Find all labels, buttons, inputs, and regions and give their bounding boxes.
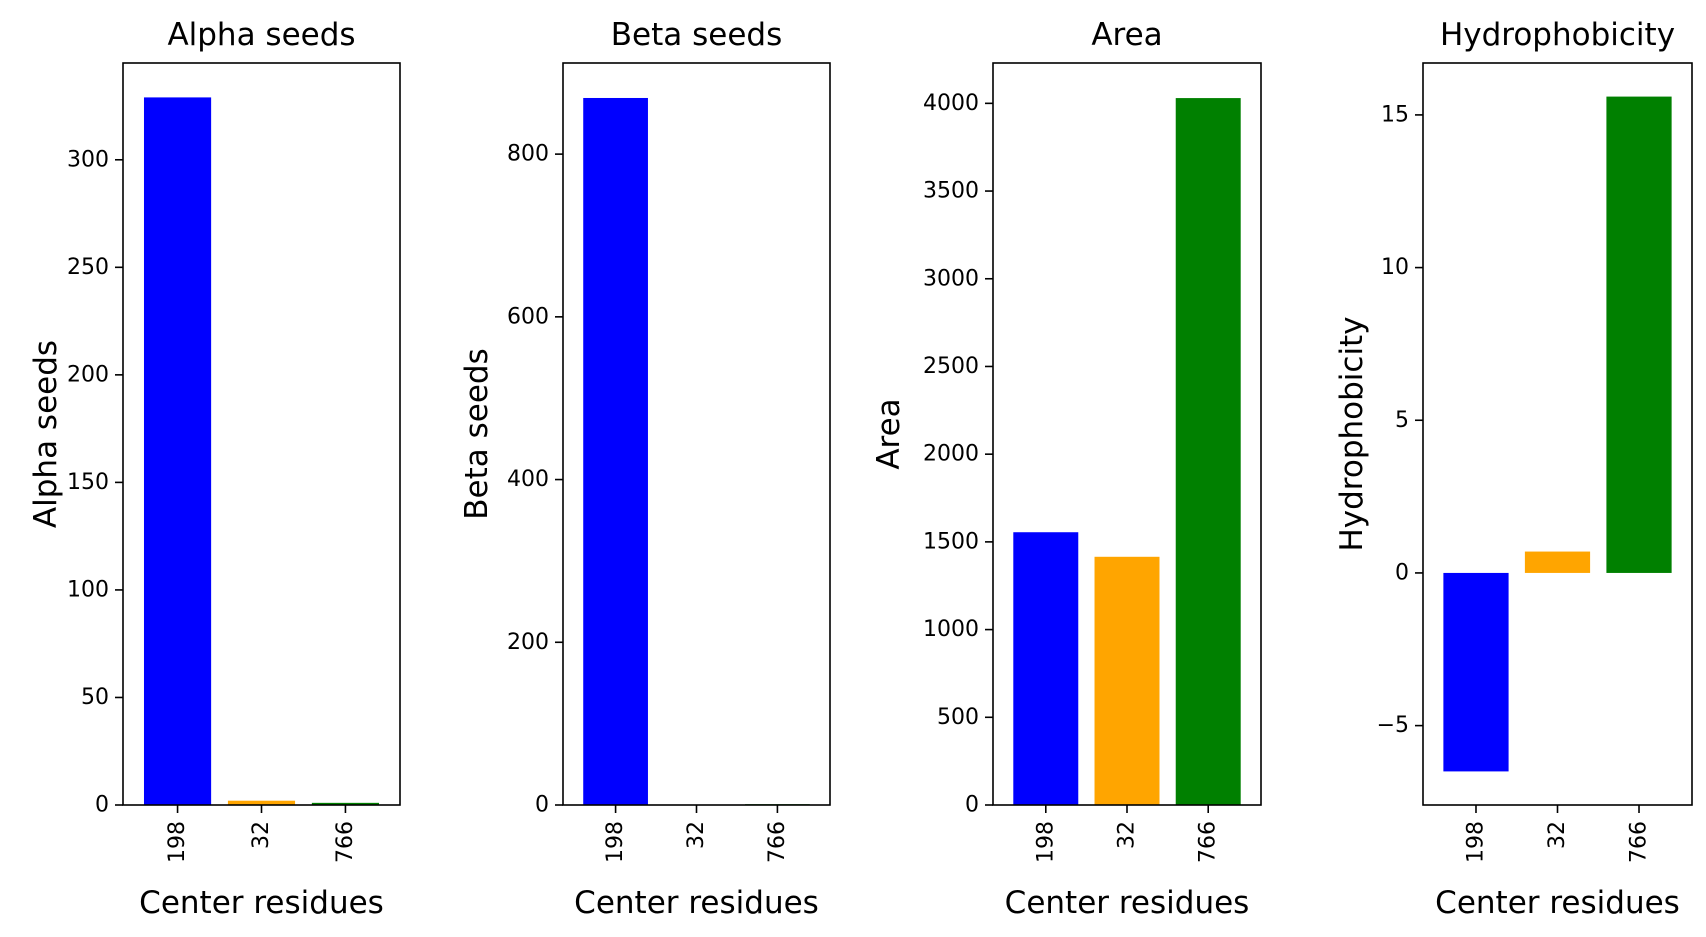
chart-panel-3: 0 500 1000 1500 2000 2500 3000 3500 4000 198 32 766… <box>871 17 1262 921</box>
y-tick-label: 4000 <box>923 91 979 116</box>
x-axis-label: Center residues <box>139 885 384 921</box>
bar-198 <box>143 97 212 805</box>
y-tick-label: 300 <box>67 147 109 172</box>
chart-title: Hydrophobicity <box>1440 17 1675 53</box>
y-axis-label: Area <box>871 398 907 469</box>
x-tick-label: 198 <box>1463 821 1488 863</box>
bar-32 <box>1094 556 1160 805</box>
x-tick-label: 32 <box>1545 821 1570 849</box>
bar-766 <box>1606 96 1672 573</box>
y-tick-label: 3500 <box>923 179 979 204</box>
chart-panel-4: −5 0 5 10 15 198 32 766 Hydrophobicity Center res… <box>1334 17 1693 921</box>
y-axis-label: Alpha seeds <box>28 340 64 528</box>
chart-title: Alpha seeds <box>167 17 355 53</box>
chart-title: Beta seeds <box>611 17 782 53</box>
y-tick-label: 400 <box>507 467 549 492</box>
x-tick-label: 32 <box>1115 821 1140 849</box>
y-tick-label: 150 <box>67 470 109 495</box>
bar-32 <box>1524 551 1591 573</box>
y-tick-label: 15 <box>1381 102 1409 127</box>
chart-panel-1: 0 50 100 150 200 250 300 198 32 766 Alpha seeds Cen… <box>28 17 401 921</box>
chart-title: Area <box>1091 17 1162 53</box>
y-tick-label: −5 <box>1377 713 1409 738</box>
y-tick-label: 1500 <box>923 529 979 554</box>
y-tick-label: 800 <box>507 142 549 167</box>
y-tick-label: 200 <box>67 362 109 387</box>
y-tick-label: 0 <box>1395 560 1409 585</box>
x-axis-label: Center residues <box>1435 885 1680 921</box>
x-tick-label: 198 <box>603 821 628 863</box>
y-axis-label: Beta seeds <box>459 348 495 519</box>
y-tick-label: 5 <box>1395 408 1409 433</box>
y-tick-label: 0 <box>535 793 549 818</box>
y-tick-label: 500 <box>937 705 979 730</box>
bar-198 <box>1013 532 1079 805</box>
x-axis-label: Center residues <box>1005 885 1250 921</box>
y-tick-label: 0 <box>965 793 979 818</box>
y-tick-label: 250 <box>67 255 109 280</box>
x-tick-label: 766 <box>1627 821 1652 863</box>
y-tick-label: 200 <box>507 630 549 655</box>
x-tick-label: 766 <box>333 821 358 863</box>
y-axis-label: Hydrophobicity <box>1334 316 1370 551</box>
y-tick-label: 0 <box>95 793 109 818</box>
y-tick-label: 2500 <box>923 354 979 379</box>
x-tick-label: 198 <box>165 821 190 863</box>
y-tick-label: 100 <box>67 577 109 602</box>
bar-198 <box>1443 572 1509 772</box>
y-tick-label: 600 <box>507 304 549 329</box>
x-axis-label: Center residues <box>574 885 819 921</box>
y-tick-label: 3000 <box>923 266 979 291</box>
x-tick-label: 32 <box>249 821 274 849</box>
y-tick-label: 50 <box>81 685 109 710</box>
x-tick-label: 766 <box>765 821 790 863</box>
x-tick-label: 198 <box>1033 821 1058 863</box>
x-tick-label: 766 <box>1196 821 1221 863</box>
x-tick-label: 32 <box>684 821 709 849</box>
bar-198 <box>583 97 648 806</box>
y-tick-label: 1000 <box>923 617 979 642</box>
bar-766 <box>311 802 380 805</box>
y-tick-label: 10 <box>1381 255 1409 280</box>
y-tick-label: 2000 <box>923 442 979 467</box>
chart-panel-2: 0 200 400 600 800 198 32 766 Beta seeds Center re… <box>459 17 831 921</box>
bar-32 <box>227 800 296 805</box>
bar-766 <box>1175 98 1241 805</box>
